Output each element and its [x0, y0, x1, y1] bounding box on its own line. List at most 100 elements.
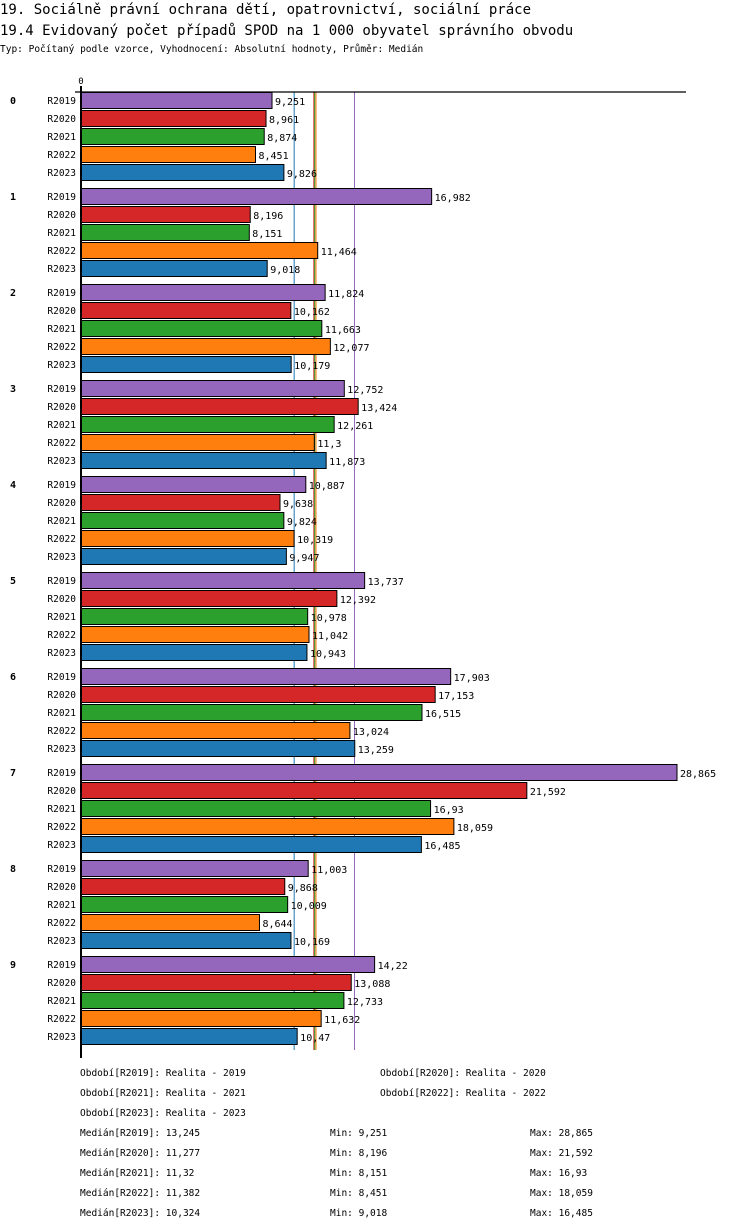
bar-r2022 [80, 434, 315, 451]
series-label: R2022 [47, 918, 76, 929]
bar-r2021 [80, 992, 345, 1009]
bar-r2020 [80, 494, 281, 511]
stat-max-r2019: Max: 28,865 [530, 1128, 593, 1139]
series-label: R2023 [47, 360, 76, 371]
bar-r2022 [80, 818, 455, 835]
bar-r2021 [80, 704, 423, 721]
series-label: R2021 [47, 132, 76, 143]
value-label: 11,042 [312, 631, 348, 642]
bar-r2020 [80, 302, 292, 319]
series-label: R2023 [47, 168, 76, 179]
series-label: R2023 [47, 552, 76, 563]
stat-min-r2022: Min: 8,451 [330, 1188, 388, 1199]
bar-r2021 [80, 608, 309, 625]
bar-r2022 [80, 242, 319, 259]
series-label: R2020 [47, 594, 76, 605]
value-label: 17,153 [438, 691, 474, 702]
series-label: R2022 [47, 822, 76, 833]
value-label: 12,077 [333, 343, 369, 354]
bar-r2020 [80, 878, 286, 895]
series-label: R2022 [47, 342, 76, 353]
value-label: 9,251 [275, 97, 305, 108]
bar-r2023 [80, 1028, 298, 1045]
bar-r2023 [80, 932, 292, 949]
bar-r2023 [80, 260, 268, 277]
series-label: R2019 [47, 384, 76, 395]
value-label: 9,824 [287, 517, 317, 528]
value-label: 13,088 [354, 979, 390, 990]
series-label: R2022 [47, 1014, 76, 1025]
value-label: 8,451 [258, 151, 288, 162]
series-label: R2022 [47, 534, 76, 545]
category-label: 5 [10, 576, 16, 587]
value-label: 8,874 [267, 133, 297, 144]
value-label: 9,826 [287, 169, 317, 180]
value-label: 11,632 [324, 1015, 360, 1026]
bar-r2022 [80, 1010, 322, 1027]
bar-r2019 [80, 284, 326, 301]
stat-median-r2022: Medián[R2022]: 11,382 [80, 1188, 201, 1199]
series-label: R2020 [47, 210, 76, 221]
series-label: R2019 [47, 192, 76, 203]
category-label: 0 [10, 96, 16, 107]
series-label: R2019 [47, 576, 76, 587]
value-label: 18,059 [457, 823, 493, 834]
bar-r2023 [80, 836, 422, 853]
bar-r2021 [80, 512, 285, 529]
series-label: R2023 [47, 840, 76, 851]
bar-r2021 [80, 896, 289, 913]
value-label: 9,947 [289, 553, 319, 564]
value-label: 9,018 [270, 265, 300, 276]
value-label: 16,515 [425, 709, 461, 720]
bar-r2021 [80, 320, 323, 337]
bar-r2019 [80, 380, 345, 397]
bar-r2022 [80, 626, 310, 643]
series-label: R2020 [47, 786, 76, 797]
bar-chart: 0 R2019 9,251 R2020 8,961 R2021 8,874 R2022 8,45… [10, 77, 716, 1058]
series-label: R2020 [47, 114, 76, 125]
legend-period-r2020: Období[R2020]: Realita - 2020 [380, 1068, 546, 1079]
category-label: 1 [10, 192, 16, 203]
stat-median-r2023: Medián[R2023]: 10,324 [80, 1208, 201, 1219]
bar-r2020 [80, 590, 338, 607]
legend-period-r2021: Období[R2021]: Realita - 2021 [80, 1088, 246, 1099]
value-label: 13,259 [358, 745, 394, 756]
series-label: R2022 [47, 150, 76, 161]
value-label: 12,752 [347, 385, 383, 396]
value-label: 8,151 [252, 229, 282, 240]
series-label: R2022 [47, 438, 76, 449]
value-label: 11,464 [321, 247, 357, 258]
value-label: 11,3 [317, 439, 341, 450]
bar-r2023 [80, 356, 292, 373]
series-label: R2020 [47, 306, 76, 317]
stat-max-r2021: Max: 16,93 [530, 1168, 588, 1179]
chart-section-title: 19. Sociálně právní ochrana dětí, opatro… [0, 2, 532, 18]
stat-median-r2021: Medián[R2021]: 11,32 [80, 1168, 195, 1179]
series-label: R2023 [47, 936, 76, 947]
value-label: 12,392 [340, 595, 376, 606]
value-label: 9,868 [288, 883, 318, 894]
bar-r2021 [80, 800, 432, 817]
series-label: R2021 [47, 804, 76, 815]
category-label: 7 [10, 768, 16, 779]
series-label: R2019 [47, 672, 76, 683]
series-label: R2019 [47, 480, 76, 491]
value-label: 21,592 [530, 787, 566, 798]
bar-r2019 [80, 764, 678, 781]
value-label: 8,961 [269, 115, 299, 126]
series-label: R2023 [47, 264, 76, 275]
series-label: R2021 [47, 708, 76, 719]
stat-median-r2019: Medián[R2019]: 13,245 [80, 1128, 201, 1139]
series-label: R2020 [47, 690, 76, 701]
x-axis-zero-label: 0 [78, 77, 83, 87]
value-label: 28,865 [680, 769, 716, 780]
series-label: R2021 [47, 228, 76, 239]
stat-max-r2020: Max: 21,592 [530, 1148, 593, 1159]
series-label: R2019 [47, 864, 76, 875]
category-label: 6 [10, 672, 16, 683]
value-label: 11,663 [325, 325, 361, 336]
bar-r2020 [80, 206, 251, 223]
bar-r2019 [80, 860, 309, 877]
value-label: 13,424 [361, 403, 397, 414]
legend-period-r2019: Období[R2019]: Realita - 2019 [80, 1068, 246, 1079]
